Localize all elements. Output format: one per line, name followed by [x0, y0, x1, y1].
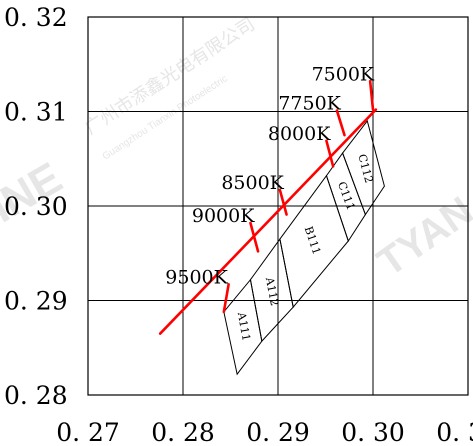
y-tick-label: 0. 30 [4, 192, 68, 221]
x-tick-label: 0. 31 [436, 418, 473, 446]
x-tick-label: 0. 27 [56, 418, 120, 446]
x-tick-label: 0. 30 [341, 418, 405, 446]
svg-text:TYAN: TYAN [370, 189, 473, 285]
bin-c112 [342, 119, 385, 216]
cct-labels: 7500K 7750K 8000K 8500K 9000K 9500K [165, 63, 375, 288]
cct-label: 7500K [312, 63, 375, 85]
isotherm-8000k [325, 139, 335, 168]
x-tick-label: 0. 28 [151, 418, 215, 446]
isotherm-9000k [249, 221, 260, 253]
y-tick-label: 0. 28 [4, 381, 68, 410]
cct-label: 8000K [268, 123, 331, 145]
bin-label: B111 [302, 225, 324, 257]
cct-label: 7750K [278, 93, 341, 115]
watermark: INE TYAN 广州市添鑫光电有限公司 Guangzhou Tianxin P… [0, 14, 473, 285]
isotherm-9500k [222, 283, 230, 314]
cct-label: 8500K [221, 172, 284, 194]
isotherm-8500k [278, 188, 288, 216]
plot-frame [87, 16, 469, 396]
planckian-locus-line [158, 108, 378, 335]
bin-label: A111 [235, 310, 253, 342]
y-tick-label: 0. 32 [4, 3, 68, 32]
isotherm-7500k [368, 79, 375, 111]
y-tick-label: 0. 31 [4, 98, 68, 127]
x-tick-label: 0. 29 [246, 418, 310, 446]
cct-label: 9500K [165, 266, 228, 288]
x-axis-tick-labels: 0. 27 0. 28 0. 29 0. 30 0. 31 [56, 418, 473, 446]
isotherm-7750k [335, 109, 346, 137]
y-tick-label: 0. 29 [4, 287, 68, 316]
bin-label: C112 [355, 153, 375, 185]
cct-isotherm-lines [222, 79, 375, 314]
bin-label: A112 [263, 275, 282, 307]
plot-grid [88, 17, 468, 395]
y-axis-tick-labels: 0. 32 0. 31 0. 30 0. 29 0. 28 [4, 3, 68, 410]
cct-label: 9000K [192, 205, 255, 227]
